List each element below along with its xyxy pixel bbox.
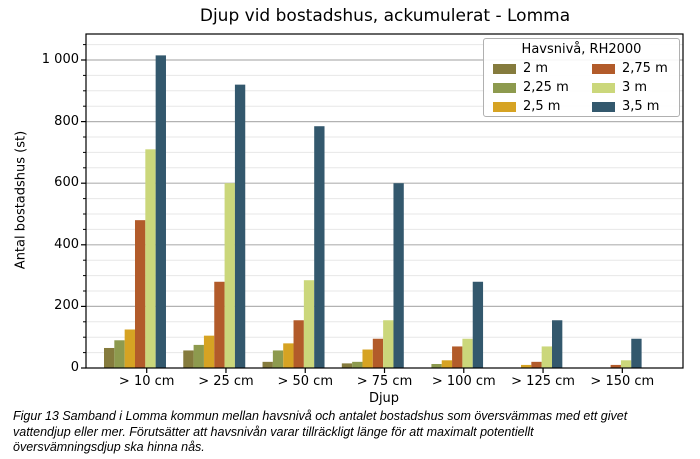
bar [155, 55, 166, 368]
bar [234, 84, 246, 368]
bar [362, 349, 373, 368]
bar [521, 364, 532, 368]
legend-swatch [493, 101, 516, 112]
legend-item: 3,5 m [592, 97, 682, 116]
bar [352, 361, 363, 368]
bar [134, 220, 146, 368]
bar [541, 346, 552, 368]
bar [631, 338, 642, 368]
legend-item: 3 m [592, 78, 682, 97]
bar [393, 183, 404, 368]
y-tick-label: 1 000 [41, 52, 79, 67]
bar [431, 363, 442, 368]
bar [214, 281, 225, 368]
bar [552, 320, 563, 368]
bar [372, 338, 384, 368]
bar [224, 183, 235, 368]
legend-label: 2 m [523, 61, 549, 76]
legend-label: 3 m [622, 80, 648, 95]
x-tick-label: > 25 cm [198, 374, 254, 389]
bar [114, 340, 125, 368]
bar [283, 343, 294, 368]
legend-title: Havsnivå, RH2000 [521, 42, 642, 57]
bar [183, 350, 194, 368]
legend: Havsnivå, RH2000 2 m 2,25 m 2,5 m 2,75 m 3 m… [483, 38, 680, 117]
bar [531, 361, 542, 368]
bar [452, 346, 463, 368]
bar [272, 350, 284, 368]
bar [293, 320, 304, 368]
y-tick-label: 400 [54, 236, 79, 252]
legend-item: 2,75 m [592, 59, 682, 78]
y-tick-label: 0 [70, 360, 79, 375]
legend-swatch [592, 63, 615, 74]
bar [314, 126, 325, 368]
legend-swatch [493, 82, 516, 93]
y-tick-label: 200 [54, 298, 79, 314]
y-tick-label: 800 [54, 113, 79, 129]
x-tick-label: > 150 cm [590, 374, 655, 389]
bar [145, 149, 156, 368]
caption-line: vattendjup eller mer. Förutsätter att ha… [13, 424, 534, 439]
legend-label: 2,25 m [523, 80, 569, 95]
x-tick-label: > 75 cm [356, 374, 413, 389]
legend-swatch [493, 63, 516, 74]
x-tick-label: > 10 cm [118, 374, 175, 389]
legend-item: 2,25 m [493, 78, 592, 97]
bar [441, 360, 453, 368]
x-tick-label: > 125 cm [511, 374, 575, 389]
bar [193, 344, 204, 368]
bar [303, 280, 315, 368]
x-tick-label: > 50 cm [277, 374, 333, 389]
bar [610, 364, 621, 368]
legend-swatch [592, 82, 615, 93]
legend-item: 2 m [493, 59, 592, 78]
x-axis-label: Djup [368, 391, 400, 406]
bar [203, 335, 215, 368]
chart-title: Djup vid bostadshus, ackumulerat - Lomma [199, 6, 571, 26]
bar [341, 363, 353, 368]
bar [472, 281, 484, 368]
caption-line: översvämningsdjup ska hinna nås. [13, 440, 205, 454]
figure-caption: Figur 13 Samband i Lomma kommun mellan h… [13, 409, 693, 456]
bar [462, 338, 473, 368]
legend-items: 2 m 2,25 m 2,5 m 2,75 m 3 m 3,5 m [484, 58, 679, 116]
bar [383, 320, 394, 368]
bar [124, 329, 135, 368]
legend-label: 2,75 m [622, 61, 668, 76]
y-tick-label: 600 [54, 175, 79, 191]
legend-label: 2,5 m [523, 99, 561, 114]
x-tick-label: > 100 cm [431, 374, 496, 389]
legend-label: 3,5 m [622, 99, 660, 114]
bar [262, 361, 273, 368]
bar [620, 360, 632, 368]
caption-line: Figur 13 Samband i Lomma kommun mellan h… [13, 409, 628, 423]
legend-swatch [592, 101, 615, 112]
bar [104, 347, 115, 368]
legend-item: 2,5 m [493, 97, 592, 116]
